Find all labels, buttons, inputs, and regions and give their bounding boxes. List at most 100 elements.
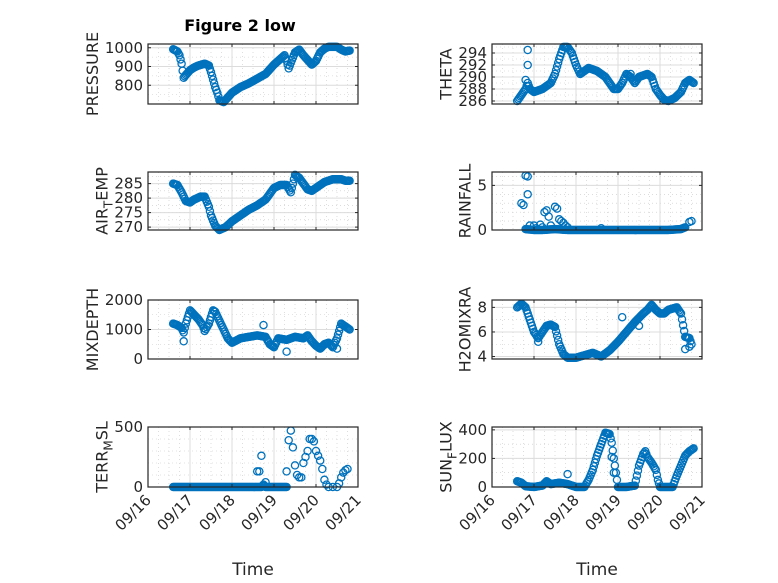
y-tick-label: 8 [477,298,487,316]
data-point [677,315,687,324]
data-point [257,451,266,461]
axes-box [147,171,359,231]
data-point [523,60,532,70]
data-point [290,461,300,470]
data-point [204,202,214,212]
data-point [631,476,641,485]
axes-box [491,426,703,488]
data-point [538,223,547,232]
data-point [313,451,323,461]
data-point [208,75,218,84]
data-point [297,473,306,482]
data-point [687,216,696,226]
axes-box [491,171,703,231]
data-point [533,337,543,347]
data-point [345,325,354,334]
x-axis-label: Time [575,560,618,580]
data-point [206,67,216,77]
data-point [652,470,662,480]
data-point [520,302,529,311]
data-point [678,320,688,330]
data-point [517,198,526,208]
scatter-series [168,170,354,235]
data-point [557,216,566,226]
data-point [255,467,264,476]
data-point [523,172,532,181]
y-tick-label: 290 [458,68,487,86]
data-point [536,220,545,229]
axes-box [491,43,703,105]
data-point [345,176,354,185]
data-point [561,221,570,230]
data-point [551,327,561,336]
data-point [334,326,344,336]
data-point [179,328,188,337]
y-tick-label: 294 [458,44,487,62]
x-axis-label: Time [231,560,274,580]
data-point [315,456,325,465]
y-tick-label: 2000 [105,291,143,309]
data-point [609,468,619,477]
y-tick-label: 1000 [105,321,143,339]
y-tick-label: 4 [477,348,487,366]
y-tick-label: 0 [133,478,143,496]
y-tick-label: 500 [114,418,143,436]
scatter-series [512,42,698,106]
data-point [332,344,342,353]
data-point [311,446,321,456]
y-axis-label: THETA [437,48,456,100]
y-axis-label: SUNFLUX [437,421,460,493]
y-axis-label: H2OMIXRA [456,287,475,373]
y-tick-label: 275 [114,204,143,222]
data-point [309,437,319,446]
data-point [550,202,560,212]
data-point [606,434,615,443]
y-axis-label: PRESSURE [83,32,102,116]
y-tick-label: 5 [477,176,487,194]
data-point [617,312,627,322]
data-point [607,452,616,462]
data-point [680,223,690,232]
data-point [550,69,560,79]
data-point [607,438,616,447]
data-point [343,464,352,474]
y-tick-label: 0 [133,350,143,368]
data-point [523,45,532,55]
data-point [552,62,562,71]
data-point [284,435,293,445]
plot-area [492,427,702,487]
data-point [634,321,644,331]
y-tick-label: 285 [114,175,143,193]
data-point [179,337,188,346]
scatter-series [168,306,354,356]
y-tick-label: 288 [458,80,487,98]
y-tick-label: 900 [114,58,143,76]
data-point [213,88,222,98]
data-point [261,477,270,487]
data-point [521,75,530,85]
data-point [675,307,685,317]
data-point [563,469,572,479]
y-axis-label: TERRMSL [93,421,116,494]
data-point [307,434,317,444]
axes-box [491,299,703,360]
data-point [633,466,643,475]
axes-box [147,43,359,105]
data-point [207,71,217,81]
data-point [689,78,698,88]
data-point [332,334,342,343]
data-point [676,309,686,318]
data-point [288,179,298,188]
data-point [559,218,568,228]
y-tick-label: 0 [477,221,487,239]
y-axis-label: RAINFALL [456,164,475,239]
data-point [685,342,694,351]
figure-title: Figure 2 low [184,16,296,35]
data-point [175,51,184,60]
y-tick-label: 286 [458,92,487,110]
data-point [689,444,698,453]
